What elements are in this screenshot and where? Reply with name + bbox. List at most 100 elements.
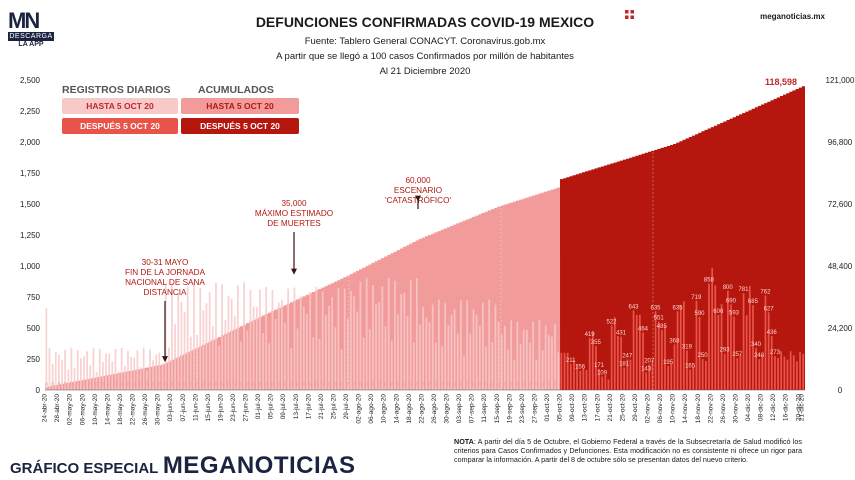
- daily-bar: [529, 342, 531, 390]
- daily-bar: [293, 287, 296, 390]
- baseline-label: 0: [58, 382, 61, 388]
- daily-value-label: 464: [638, 327, 649, 333]
- daily-bar: [472, 309, 475, 390]
- daily-bar: [504, 325, 506, 390]
- daily-value-label: 211: [566, 358, 576, 364]
- daily-bar: [522, 329, 525, 390]
- daily-bar: [365, 277, 368, 390]
- daily-bar: [620, 336, 622, 390]
- daily-bar: [478, 325, 481, 390]
- footer-brand: GRÁFICO ESPECIAL MEGANOTICIAS: [10, 452, 355, 480]
- daily-bar: [73, 367, 76, 390]
- x-tick-label: 10-ago-20: [381, 394, 388, 424]
- daily-bar: [692, 366, 695, 390]
- baseline-label: 0: [45, 382, 48, 388]
- legend-daily-after: DESPUÉS 5 OCT 20: [62, 118, 178, 134]
- legend-cum-title: ACUMULADOS: [198, 84, 274, 96]
- daily-value-label: 355: [591, 340, 602, 346]
- baseline-label: 0: [409, 382, 412, 388]
- daily-value-label: 419: [585, 332, 596, 338]
- baseline-label: 0: [554, 382, 557, 388]
- grid-menu-icon[interactable]: [625, 10, 634, 19]
- daily-value-label: 156: [575, 365, 586, 371]
- daily-bar: [155, 354, 158, 390]
- meganoticias-logo[interactable]: MN DESCARGA LA APP: [8, 10, 54, 48]
- daily-bar: [613, 317, 616, 390]
- baseline-label: 0: [453, 382, 456, 388]
- baseline-label: 0: [108, 382, 111, 388]
- baseline-label: 0: [522, 382, 525, 388]
- baseline-label: 0: [259, 382, 262, 388]
- x-tick-label: 05-jul-20: [268, 394, 275, 420]
- logo-app-label: LA APP: [18, 41, 44, 48]
- daily-bar: [676, 311, 679, 390]
- x-tick-label: 02-ago-20: [356, 394, 363, 424]
- daily-bar: [500, 334, 503, 390]
- daily-bar: [497, 322, 500, 390]
- baseline-label: 0: [70, 382, 73, 388]
- daily-value-label: 207: [644, 358, 655, 364]
- daily-bar: [89, 365, 92, 390]
- baseline-label: 0: [460, 382, 463, 388]
- baseline-label: 0: [548, 382, 551, 388]
- daily-value-label: 431: [616, 331, 627, 337]
- daily-value-label: 436: [767, 330, 778, 336]
- baseline-label: 0: [240, 382, 243, 388]
- daily-bar: [796, 361, 798, 390]
- daily-bar: [205, 303, 208, 390]
- daily-bar: [639, 314, 641, 390]
- daily-bar: [362, 337, 365, 390]
- daily-value-label: 248: [754, 353, 765, 359]
- right-axis-tick-label: 96,800: [828, 138, 853, 147]
- baseline-label: 0: [95, 382, 98, 388]
- daily-bar: [218, 345, 220, 390]
- daily-bar: [733, 316, 735, 390]
- daily-bar: [350, 290, 352, 390]
- baseline-label: 0: [177, 382, 180, 388]
- daily-bar: [428, 322, 431, 390]
- daily-bar: [409, 280, 412, 390]
- daily-bar: [177, 293, 180, 390]
- x-tick-label: 22-nov-20: [707, 394, 714, 424]
- daily-bar: [299, 296, 302, 390]
- daily-bar: [792, 355, 795, 390]
- baseline-label: 0: [315, 382, 318, 388]
- annotation-text: NACIONAL DE SANA: [125, 278, 205, 287]
- left-axis-tick-label: 1,750: [20, 169, 41, 178]
- daily-bar: [705, 361, 707, 390]
- daily-bar: [767, 312, 770, 390]
- baseline-label: 0: [208, 382, 211, 388]
- right-axis-tick-label: 72,600: [828, 200, 853, 209]
- x-tick-label: 10-may-20: [92, 394, 99, 425]
- daily-bar: [309, 292, 312, 390]
- daily-value-label: 858: [704, 278, 715, 284]
- annotation-text: DISTANCIA: [143, 288, 187, 297]
- baseline-label: 0: [434, 382, 437, 388]
- daily-bar: [714, 285, 717, 390]
- daily-bar: [736, 358, 739, 390]
- daily-bar: [708, 283, 710, 390]
- daily-bar: [111, 361, 114, 390]
- baseline-label: 0: [359, 382, 362, 388]
- daily-bar: [158, 352, 161, 390]
- x-tick-label: 14-ago-20: [393, 394, 400, 424]
- left-axis-tick-label: 1,250: [20, 231, 41, 240]
- daily-bar: [783, 356, 786, 390]
- daily-bar: [237, 285, 239, 390]
- baseline-label: 0: [202, 382, 205, 388]
- daily-bar: [180, 302, 183, 390]
- daily-value-label: 195: [663, 360, 674, 366]
- daily-bar: [315, 286, 318, 390]
- baseline-label: 0: [215, 382, 218, 388]
- x-tick-label: 24-abr-20: [42, 394, 49, 423]
- daily-value-label: 485: [657, 324, 668, 330]
- x-tick-label: 29-jul-20: [343, 394, 350, 420]
- daily-bar: [174, 324, 176, 390]
- site-link[interactable]: meganoticias.mx: [760, 12, 825, 21]
- daily-bar: [246, 330, 249, 390]
- daily-bar: [629, 359, 632, 390]
- left-axis-tick-label: 750: [27, 293, 41, 302]
- daily-bar: [541, 350, 544, 390]
- baseline-label: 0: [265, 382, 268, 388]
- daily-bar: [186, 287, 189, 390]
